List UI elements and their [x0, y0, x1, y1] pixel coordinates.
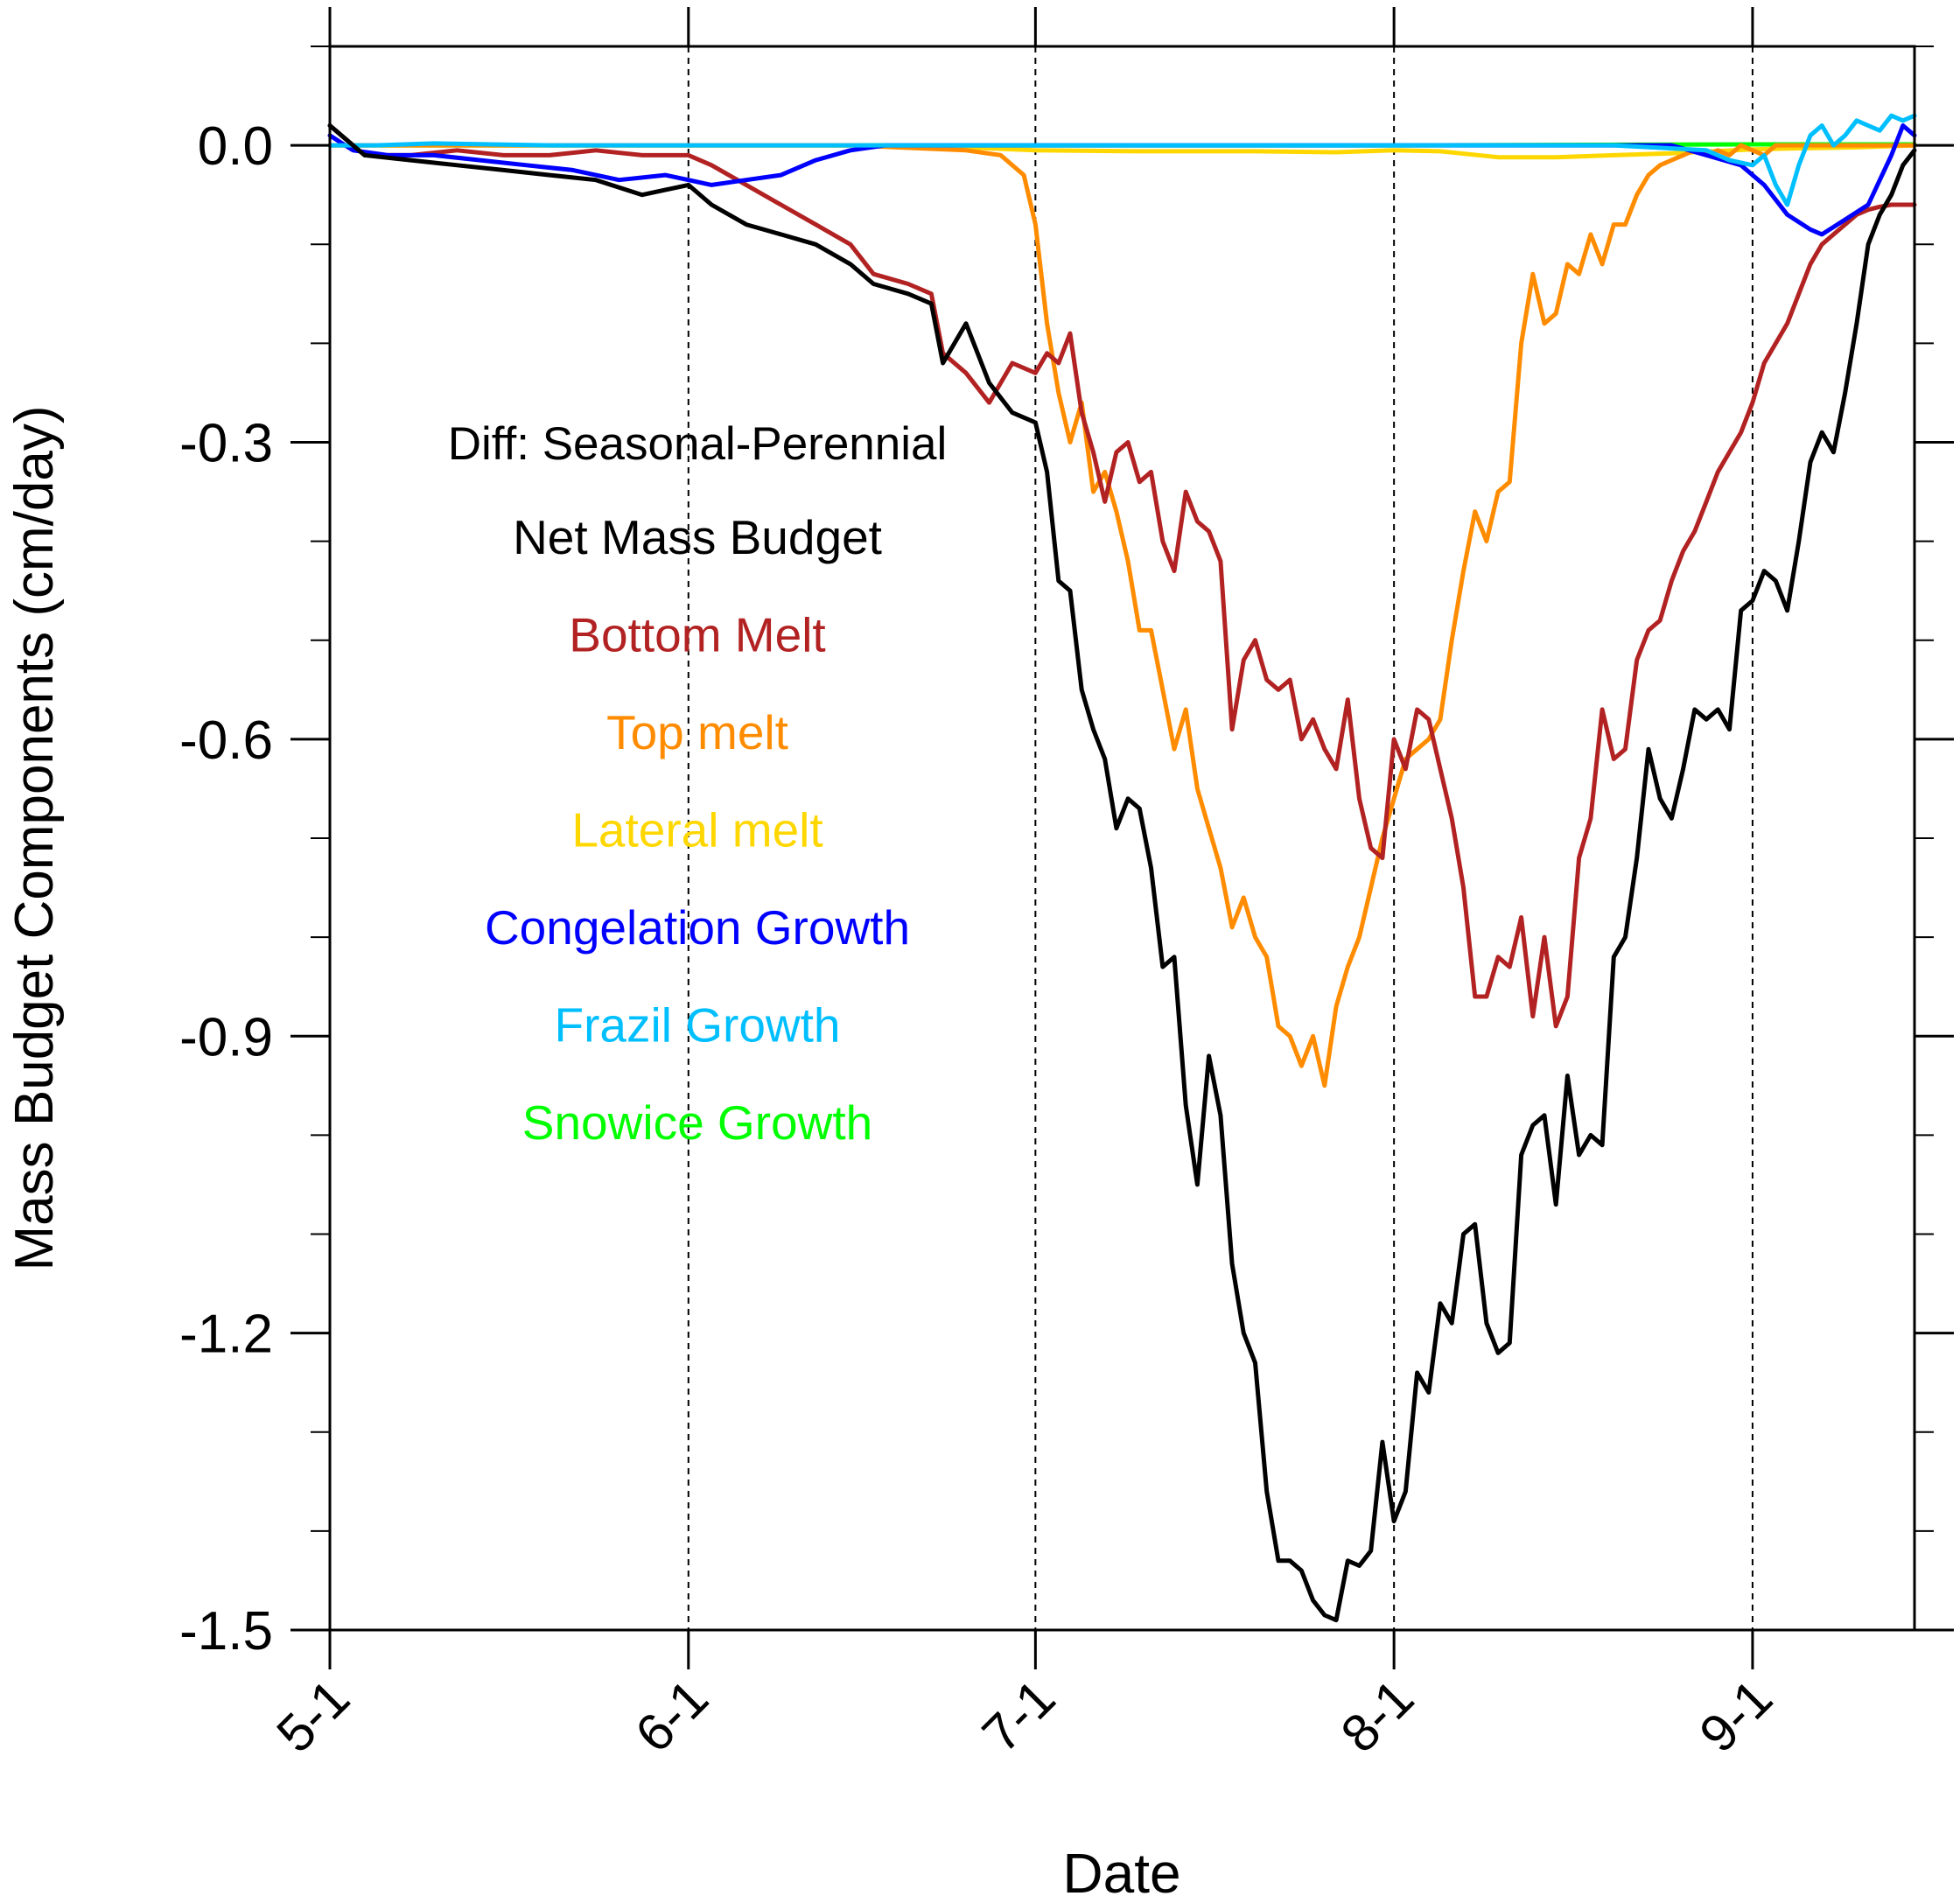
series-line-net-mass-budget: [327, 123, 1917, 1623]
chart-annotation: Diff: Seasonal-Perennial: [448, 418, 948, 470]
plot-frame: [328, 45, 1916, 1632]
series-line-bottom-melt: [327, 123, 1917, 1029]
y-tick-label: -1.2: [179, 1305, 273, 1365]
legend: Net Mass Budget Bottom Melt Top melt Latera…: [485, 510, 910, 1150]
y-axis-title: Mass Budget Components (cm/day): [4, 406, 65, 1271]
series-line-frazil-growth: [327, 113, 1917, 207]
legend-label-top-melt: Top melt: [606, 705, 788, 759]
grid-lines: [687, 46, 1754, 1630]
series-line-congelation-growth: [327, 123, 1917, 237]
legend-label-snowice-growth: Snowice Growth: [522, 1095, 872, 1150]
axes: 5-1 6-1 7-1 8-1 9-1 0.0 -0.3 -0.6 -0.9 -1.2 -1.5: [179, 7, 1954, 1764]
legend-label-congelation-growth: Congelation Growth: [485, 900, 910, 955]
x-tick-label: 8-1: [1330, 1669, 1425, 1764]
legend-label-bottom-melt: Bottom Melt: [569, 608, 825, 662]
y-tick-label: -1.5: [179, 1601, 273, 1662]
x-tick-label: 9-1: [1688, 1669, 1783, 1764]
x-tick-label: 5-1: [265, 1669, 360, 1764]
series-lines: [327, 113, 1917, 1623]
y-tick-label: -0.9: [179, 1007, 273, 1067]
legend-label-net-mass-budget: Net Mass Budget: [513, 510, 882, 564]
x-axis-title: Date: [1062, 1842, 1180, 1903]
y-tick-label: -0.3: [179, 414, 273, 474]
x-tick-label: 6-1: [624, 1669, 719, 1764]
x-tick-label: 7-1: [971, 1669, 1067, 1764]
legend-label-lateral-melt: Lateral melt: [571, 803, 822, 857]
y-tick-label: 0.0: [198, 116, 273, 177]
y-tick-label: -0.6: [179, 710, 273, 771]
legend-label-frazil-growth: Frazil Growth: [555, 998, 841, 1053]
